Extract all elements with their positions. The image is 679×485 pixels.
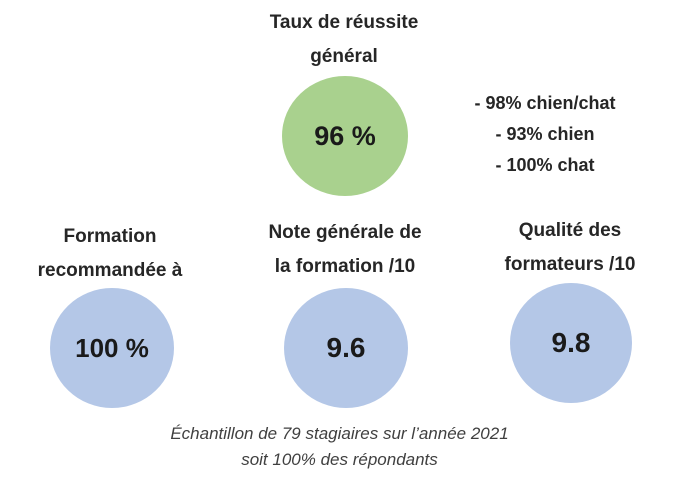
sample-footnote-line2: soit 100% des répondants	[241, 450, 438, 469]
trainers-quality-circle: 9.8	[510, 283, 632, 403]
recommended-circle: 100 %	[50, 288, 174, 408]
detail-cat: - 100% chat	[495, 155, 595, 175]
success-rate-label: Taux de réussite général	[244, 6, 444, 74]
success-rate-circle: 96 %	[282, 76, 408, 196]
sample-footnote: Échantillon de 79 stagiaires sur l’année…	[0, 421, 679, 473]
success-rate-details: - 98% chien/chat - 93% chien - 100% chat	[460, 88, 630, 181]
success-rate-label-line2: général	[310, 46, 378, 67]
general-rating-label-line1: Note générale de	[268, 222, 422, 243]
trainers-quality-label: Qualité des formateurs /10	[470, 214, 670, 282]
recommended-label-line1: Formation	[63, 226, 157, 247]
detail-dog: - 93% chien	[495, 124, 595, 144]
recommended-label: Formation recommandée à	[10, 220, 210, 288]
success-rate-value: 96 %	[314, 120, 376, 151]
general-rating-label: Note générale de la formation /10	[240, 216, 450, 284]
trainers-quality-label-line1: Qualité des	[518, 220, 622, 241]
general-rating-value: 9.6	[326, 332, 366, 363]
sample-footnote-line1: Échantillon de 79 stagiaires sur l’année…	[170, 424, 509, 443]
success-rate-label-line1: Taux de réussite	[269, 12, 419, 33]
general-rating-label-line2: la formation /10	[274, 256, 416, 277]
trainers-quality-value: 9.8	[551, 327, 591, 358]
recommended-value: 100 %	[75, 332, 149, 363]
trainers-quality-label-line2: formateurs /10	[504, 254, 636, 275]
recommended-label-line2: recommandée à	[37, 260, 183, 281]
general-rating-circle: 9.6	[284, 288, 408, 408]
detail-dog-cat: - 98% chien/chat	[474, 93, 616, 113]
